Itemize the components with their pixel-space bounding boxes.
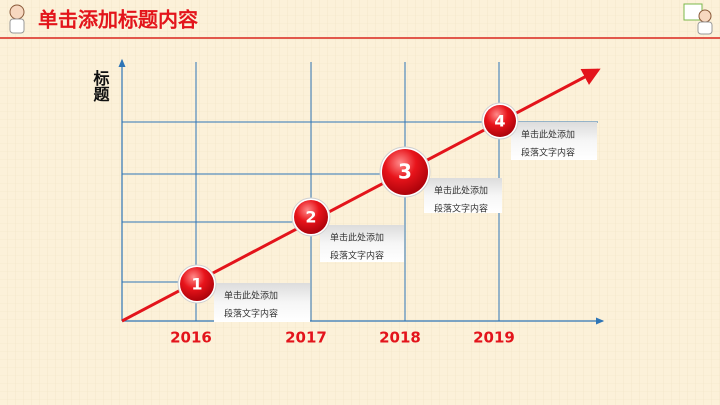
year-label: 2018 xyxy=(379,329,421,347)
milestone-ball-core xyxy=(294,200,328,234)
box-text: 段落文字内容 xyxy=(521,147,575,159)
text-box xyxy=(424,178,502,213)
box-text: 段落文字内容 xyxy=(434,203,488,215)
title: 单击添加标题内容 xyxy=(38,8,198,32)
milestone-number: 3 xyxy=(398,160,412,184)
box-text: 单击此处添加 xyxy=(521,129,575,141)
box-text: 段落文字内容 xyxy=(330,250,384,262)
milestone-ball-core xyxy=(180,267,214,301)
year-label: 2016 xyxy=(170,329,212,347)
box-text: 单击此处添加 xyxy=(224,290,278,302)
milestone-number: 1 xyxy=(191,275,202,294)
milestone-ball-core xyxy=(382,149,428,195)
nurse-icon-right xyxy=(683,3,713,35)
nurse-icon-left xyxy=(9,4,25,34)
milestone-number: 4 xyxy=(494,112,505,131)
axis-label: 标题 xyxy=(91,70,111,103)
box-text: 单击此处添加 xyxy=(434,185,488,197)
box-text: 单击此处添加 xyxy=(330,232,384,244)
milestone-ball-core xyxy=(484,105,516,137)
year-label: 2017 xyxy=(285,329,327,347)
milestone-number: 2 xyxy=(305,208,316,227)
box-text: 段落文字内容 xyxy=(224,308,278,320)
text-box xyxy=(320,225,404,262)
text-box xyxy=(511,122,597,160)
text-box xyxy=(214,283,310,322)
year-label: 2019 xyxy=(473,329,515,347)
